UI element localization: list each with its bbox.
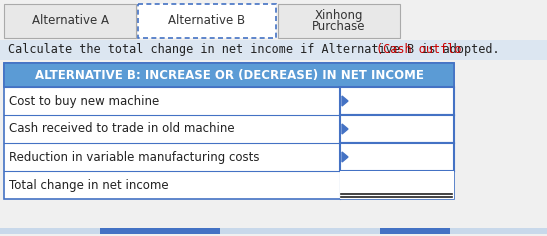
Text: ALTERNATIVE B: INCREASE OR (DECREASE) IN NET INCOME: ALTERNATIVE B: INCREASE OR (DECREASE) IN…	[34, 68, 423, 81]
Text: Xinhong: Xinhong	[315, 9, 363, 22]
Text: Purchase: Purchase	[312, 21, 366, 34]
Text: Cost to buy new machine: Cost to buy new machine	[9, 94, 159, 108]
Bar	[4, 63, 454, 199]
Text: Calculate the total change in net income if Alternative B is adopted.: Calculate the total change in net income…	[8, 43, 507, 56]
Polygon shape	[342, 96, 348, 106]
Bar	[340, 171, 454, 199]
Text: Alternative A: Alternative A	[32, 14, 108, 28]
Bar	[138, 4, 276, 38]
Bar	[340, 143, 454, 171]
Bar	[278, 4, 400, 38]
Bar	[0, 40, 547, 60]
Text: Alternative B: Alternative B	[168, 14, 246, 28]
Bar	[100, 228, 220, 234]
Text: (Cash outflo: (Cash outflo	[375, 43, 461, 56]
Bar	[380, 228, 450, 234]
Bar	[4, 63, 454, 87]
Bar	[340, 115, 454, 143]
Bar	[340, 87, 454, 115]
Text: Reduction in variable manufacturing costs: Reduction in variable manufacturing cost…	[9, 151, 259, 164]
Text: Total change in net income: Total change in net income	[9, 178, 168, 191]
Polygon shape	[342, 152, 348, 162]
Text: Cash received to trade in old machine: Cash received to trade in old machine	[9, 122, 235, 135]
Bar	[0, 228, 547, 234]
Polygon shape	[342, 124, 348, 134]
Bar	[4, 4, 136, 38]
